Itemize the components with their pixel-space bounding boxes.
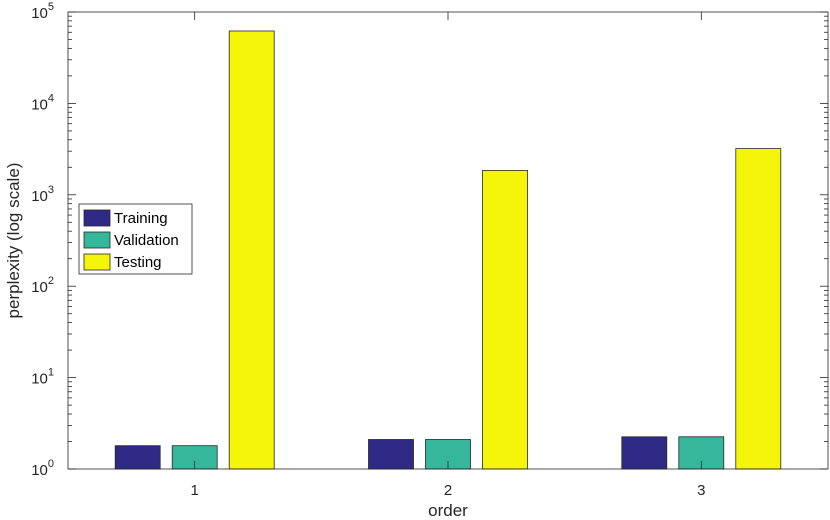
x-tick-label: 2 [444, 482, 452, 499]
y-tick-label: 102 [31, 275, 54, 296]
bar-testing-order-3 [735, 148, 782, 470]
legend-label-validation: Validation [114, 232, 179, 249]
y-tick-label: 101 [31, 367, 54, 388]
y-axis-label: perplexity (log scale) [4, 163, 23, 319]
y-tick-label: 104 [31, 92, 54, 113]
bars-group [114, 30, 782, 470]
x-axis-ticks: 1 2 3 [190, 12, 706, 499]
legend-swatch-testing [83, 253, 111, 271]
y-tick-label: 103 [31, 184, 54, 205]
x-axis-label: order [428, 501, 468, 520]
x-tick-label: 1 [190, 482, 198, 499]
bar-testing-order-1 [228, 30, 275, 470]
y-tick-label: 105 [31, 1, 54, 22]
bar-training-order-2 [368, 439, 414, 470]
legend: Training Validation Testing [78, 203, 193, 275]
bar-training-order-1 [114, 445, 161, 470]
legend-label-training: Training [114, 210, 168, 227]
y-axis-ticks: 100 101 102 103 104 105 [31, 1, 828, 479]
legend-label-testing: Testing [114, 254, 162, 271]
y-tick-label: 100 [31, 458, 54, 479]
bar-testing-order-2 [482, 169, 528, 470]
legend-swatch-validation [83, 231, 111, 249]
x-tick-label: 3 [697, 482, 705, 499]
legend-swatch-training [83, 209, 111, 227]
bar-training-order-3 [621, 436, 668, 470]
